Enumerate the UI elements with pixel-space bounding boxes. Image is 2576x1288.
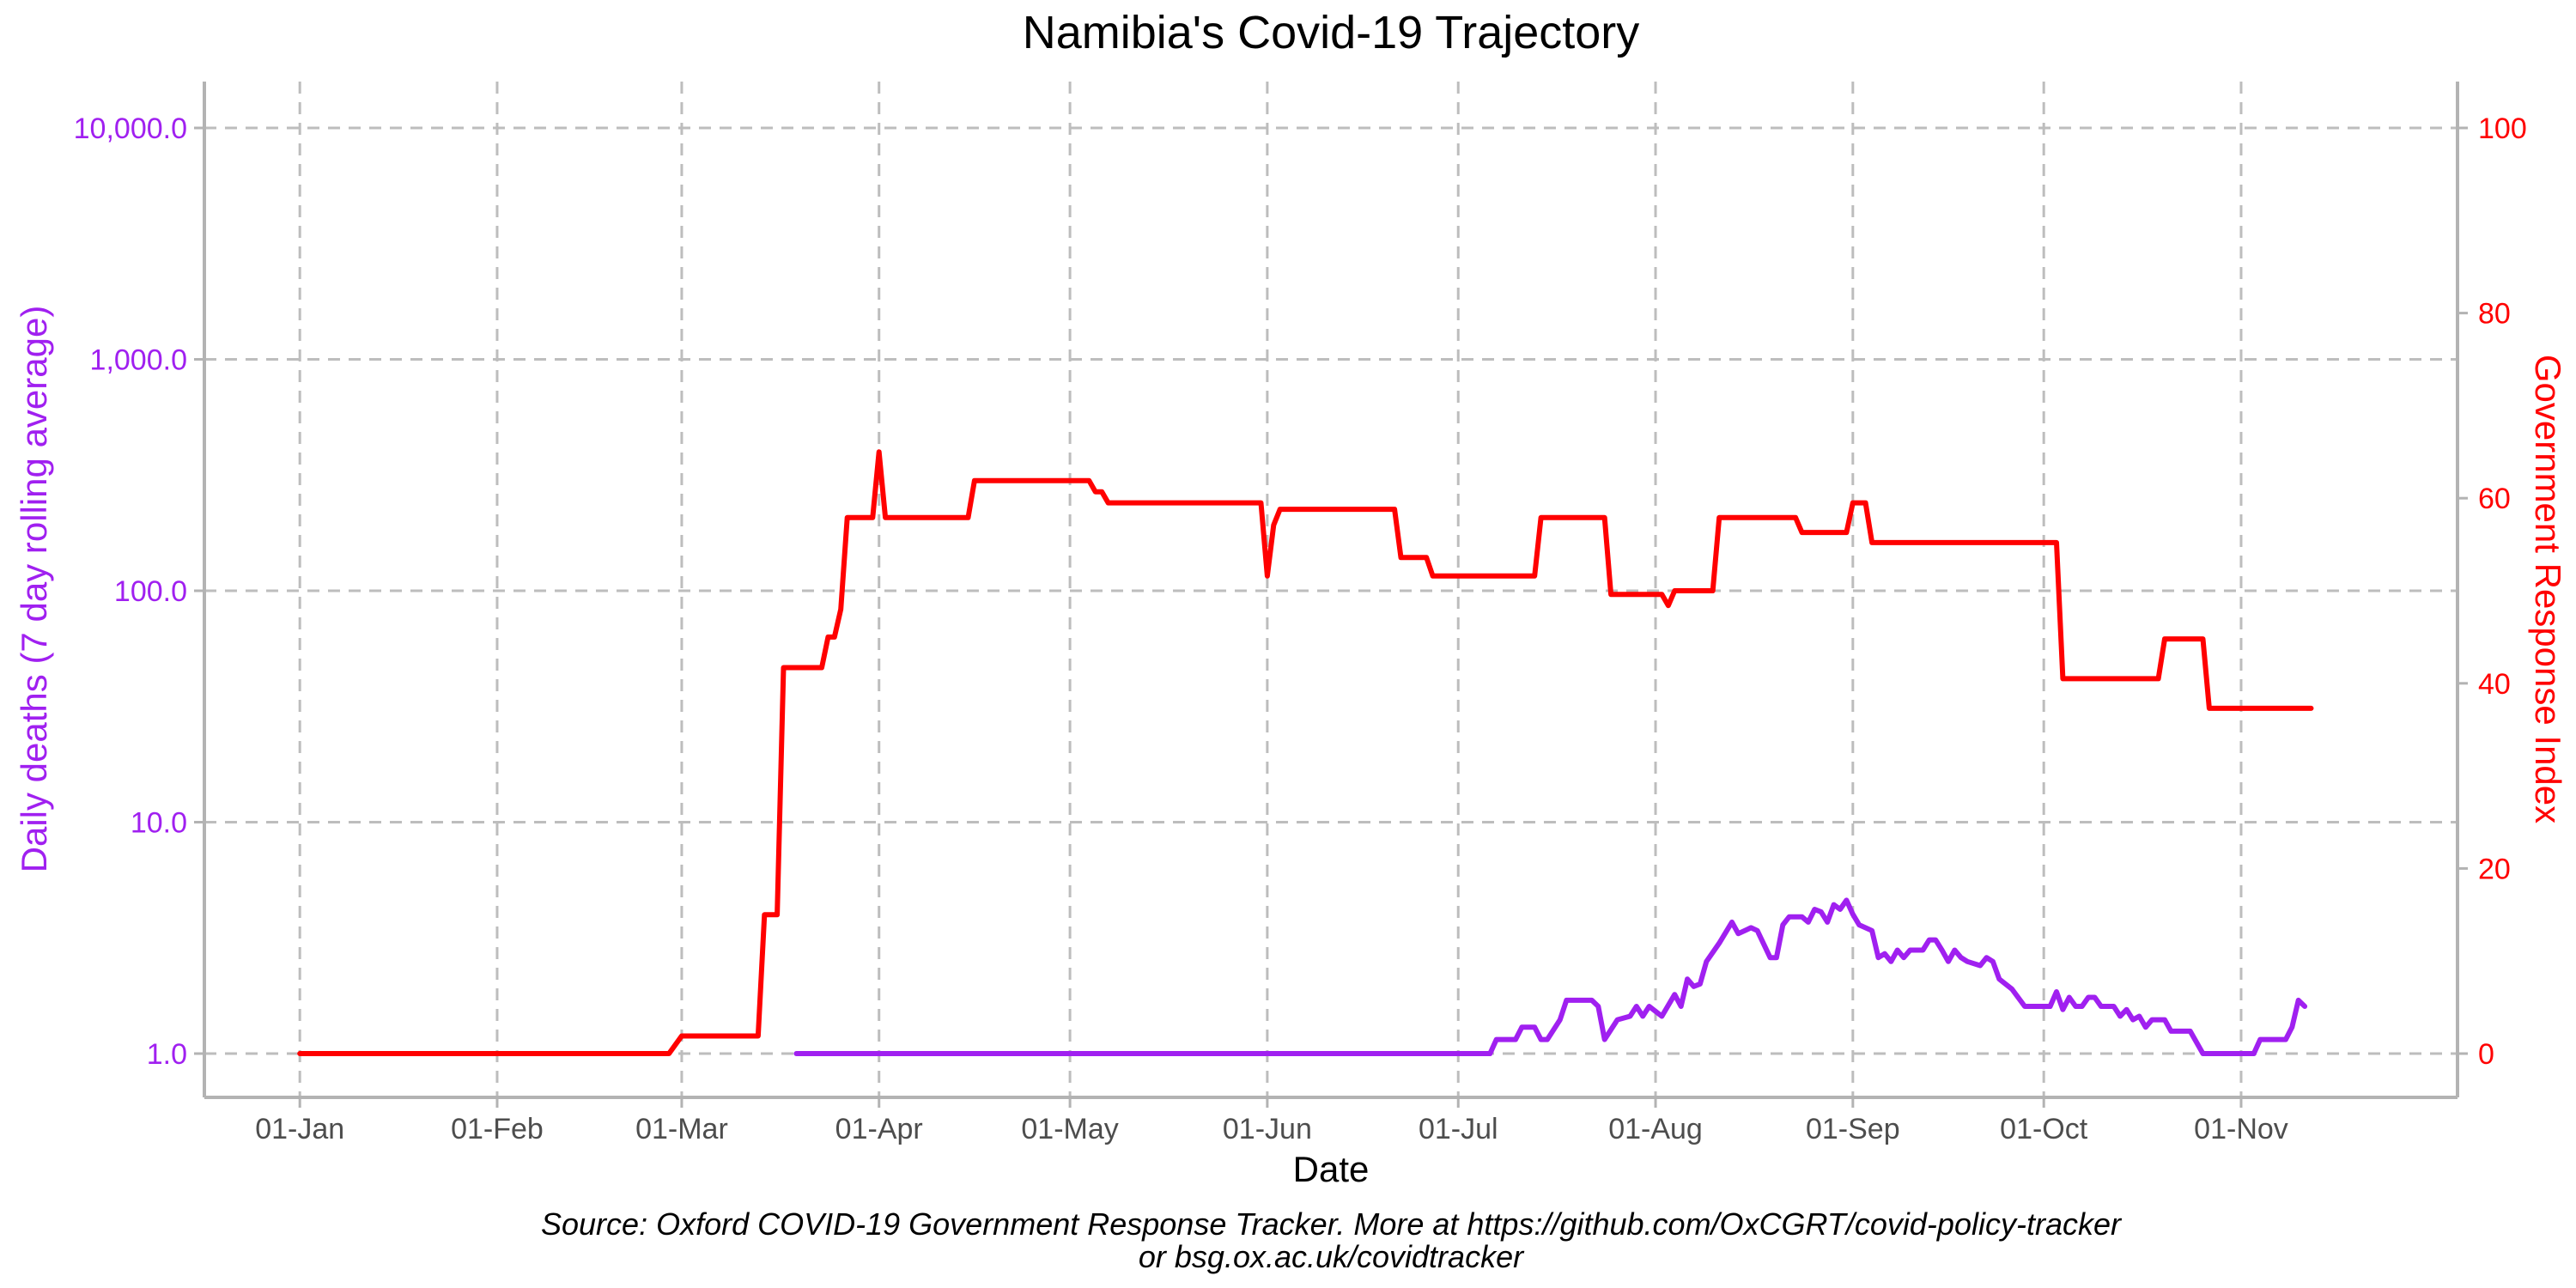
left-tick-label: 100.0 — [114, 575, 187, 608]
right-tick-label: 40 — [2478, 668, 2511, 701]
left-tick-label: 1.0 — [147, 1038, 187, 1071]
right-axis-title: Government Response Index — [2528, 355, 2568, 823]
left-tick-label: 1,000.0 — [90, 344, 187, 377]
chart-title: Namibia's Covid-19 Trajectory — [1023, 7, 1640, 58]
x-tick-label: 01-May — [1021, 1113, 1118, 1145]
right-tick-label: 60 — [2478, 483, 2511, 515]
x-tick-label: 01-Oct — [2000, 1113, 2088, 1145]
ticks: 01-Jan 01-Feb 01-Mar 01-Apr 01-May 01-Jun 01-J… — [74, 112, 2527, 1145]
x-tick-label: 01-Sep — [1806, 1113, 1900, 1145]
source-caption-line2: or bsg.ox.ac.uk/covidtracker — [1139, 1239, 1525, 1274]
left-tick-label: 10,000.0 — [74, 112, 187, 145]
right-tick-label: 80 — [2478, 298, 2511, 331]
right-tick-label: 100 — [2478, 112, 2527, 145]
x-tick-label: 01-Jun — [1223, 1113, 1312, 1145]
x-tick-label: 01-Apr — [835, 1113, 923, 1145]
right-tick-label: 20 — [2478, 853, 2511, 885]
x-tick-label: 01-Jul — [1419, 1113, 1498, 1145]
x-tick-label: 01-Mar — [635, 1113, 728, 1145]
right-tick-label: 0 — [2478, 1038, 2494, 1071]
left-axis-title: Daily deaths (7 day rolling average) — [14, 306, 54, 873]
source-caption-line1: Source: Oxford COVID-19 Government Respo… — [541, 1206, 2123, 1242]
deaths-line — [793, 897, 2308, 1056]
grid — [204, 82, 2458, 1097]
left-tick-label: 10.0 — [131, 807, 187, 840]
series — [297, 449, 2314, 1056]
x-tick-label: 01-Nov — [2194, 1113, 2288, 1145]
x-tick-label: 01-Jan — [255, 1113, 344, 1145]
x-tick-label: 01-Feb — [451, 1113, 544, 1145]
x-tick-label: 01-Aug — [1608, 1113, 1703, 1145]
response-index-line — [297, 449, 2314, 1056]
x-axis-title: Date — [1293, 1149, 1370, 1189]
